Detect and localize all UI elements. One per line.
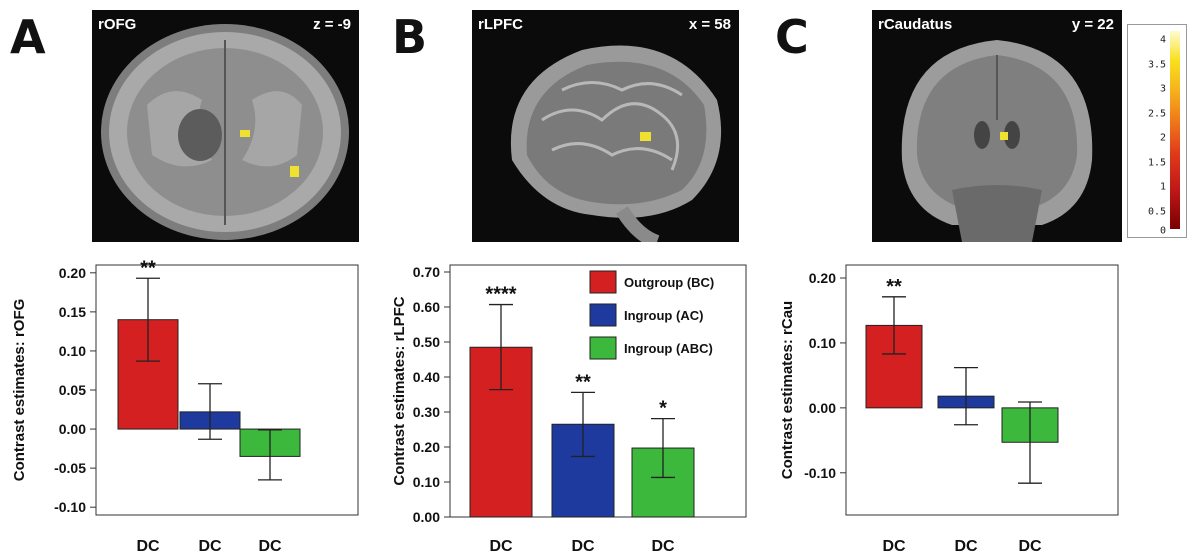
activation-blob (290, 166, 299, 177)
legend-swatch (589, 270, 617, 294)
y-tick-label: 0.40 (413, 369, 440, 385)
significance-marker: * (659, 398, 667, 420)
y-tick-label: 0.20 (413, 439, 440, 455)
brain-slice-coronal: rCaudatus y = 22 (872, 10, 1122, 242)
x-category-label: DC (882, 538, 906, 554)
plot-frame (845, 264, 1119, 516)
y-tick-label: -0.10 (54, 499, 86, 515)
x-category-label: DC (651, 538, 675, 554)
y-axis-label: Contrast estimates: rCau (779, 301, 796, 479)
y-tick-label: 0.10 (413, 474, 440, 490)
x-category-label: DC (198, 538, 222, 554)
activation-blob (240, 130, 250, 137)
brain-sagittal-illustration (510, 45, 722, 242)
y-tick-label: 0.50 (413, 334, 440, 350)
x-category-label: DC (1018, 538, 1042, 554)
significance-marker: ** (575, 371, 591, 393)
bar-chart-rlpfc: 0.70 0.60 0.50 0.40 0.30 0.20 0.10 0.00 Contrast… (391, 264, 747, 554)
panel-letter-a: A (10, 10, 46, 64)
y-tick-label: 0.00 (413, 509, 440, 525)
y-tick-label: 0.10 (59, 343, 86, 359)
region-label: rOFG (98, 16, 137, 33)
x-category-label: DC (571, 538, 595, 554)
colorbar-tick: 3 (1159, 83, 1166, 95)
x-category-label: DC (954, 538, 978, 554)
y-tick-label: 0.00 (59, 421, 86, 437)
significance-marker: ** (140, 257, 156, 279)
colorbar-tick: 2.5 (1147, 108, 1166, 120)
y-tick-label: -0.05 (54, 460, 86, 476)
y-tick-label: 0.20 (809, 270, 836, 286)
slice-coordinate: y = 22 (1071, 16, 1114, 33)
region-label: rCaudatus (878, 16, 953, 33)
y-axis-label: Contrast estimates: rOFG (11, 299, 28, 482)
slice-coordinate: z = -9 (313, 16, 351, 33)
significance-marker: ** (886, 276, 902, 298)
brain-coronal-illustration (901, 40, 1093, 242)
brain-slice-axial: rOFG z = -9 (92, 10, 359, 242)
legend-label: Outgroup (BC) (624, 275, 714, 290)
slice-coordinate: x = 58 (688, 16, 731, 33)
activation-blob (1000, 132, 1008, 140)
y-tick-label: 0.70 (413, 264, 440, 280)
activation-blob (640, 132, 651, 141)
panel-letter-b: B (392, 10, 428, 64)
y-tick-label: 0.30 (413, 404, 440, 420)
x-category-label: DC (136, 538, 160, 554)
y-tick-label: 0.20 (59, 265, 86, 281)
panel-letter-c: C (775, 10, 809, 64)
y-tick-label: 0.00 (809, 400, 836, 416)
brain-axial-illustration (101, 24, 349, 240)
legend-swatch (589, 336, 617, 360)
legend-swatch (589, 303, 617, 327)
colorbar-tick: 0 (1159, 225, 1166, 237)
y-axis-label: Contrast estimates: rLPFC (391, 296, 408, 485)
colorbar: 4 3.5 3 2.5 2 1.5 1 0.5 0 (1127, 24, 1187, 238)
y-tick-label: 0.60 (413, 299, 440, 315)
region-label: rLPFC (478, 16, 523, 33)
colorbar-tick: 1 (1159, 181, 1166, 193)
y-tick-label: 0.10 (809, 335, 836, 351)
colorbar-tick: 1.5 (1147, 157, 1166, 169)
colorbar-tick: 0.5 (1147, 206, 1166, 218)
x-category-label: DC (258, 538, 282, 554)
brain-slice-sagittal: rLPFC x = 58 (472, 10, 739, 242)
colorbar-gradient (1170, 31, 1180, 229)
colorbar-tick: 4 (1159, 34, 1166, 46)
y-tick-label: -0.10 (804, 465, 836, 481)
y-tick-label: 0.05 (59, 382, 86, 398)
colorbar-tick: 2 (1159, 132, 1166, 144)
legend-label: Ingroup (AC) (624, 308, 703, 323)
significance-marker: **** (485, 284, 516, 306)
y-tick-label: 0.15 (59, 304, 86, 320)
bar-chart-rofg: 0.20 0.15 0.10 0.05 0.00 -0.05 -0.10 Contrast e… (11, 257, 359, 554)
legend-label: Ingroup (ABC) (624, 341, 713, 356)
colorbar-tick: 3.5 (1147, 59, 1166, 71)
x-category-label: DC (489, 538, 513, 554)
bar-chart-rcau: 0.20 0.10 0.00 -0.10 Contrast estimates: rCa… (779, 264, 1119, 554)
